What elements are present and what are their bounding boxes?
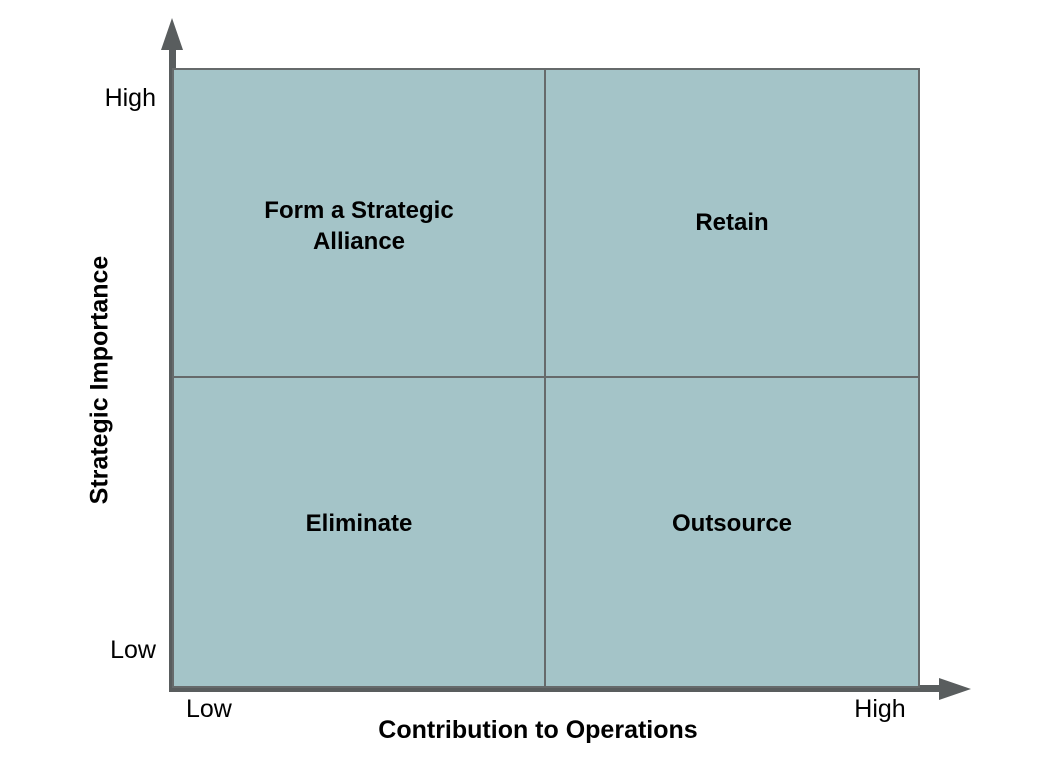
x-axis-tick-high: High (854, 695, 906, 723)
y-axis-tick-high: High (104, 84, 156, 112)
quadrant-matrix: Form a Strategic Alliance Retain Elimina… (172, 68, 920, 688)
quadrant-top-right: Retain (546, 70, 918, 378)
x-axis-title: Contribution to Operations (378, 716, 698, 744)
y-axis-title: Strategic Importance (85, 255, 114, 505)
quadrant-label-form-strategic-alliance: Form a Strategic Alliance (264, 197, 454, 255)
quadrant-label-eliminate: Eliminate (305, 509, 413, 537)
quadrant-label-retain: Retain (695, 208, 769, 236)
y-axis-arrow-up-icon (161, 18, 183, 50)
x-axis-line (169, 685, 941, 692)
quadrant-label-outsource: Outsource (671, 509, 793, 537)
y-axis-tick-low: Low (110, 636, 156, 664)
x-axis-arrow-right-icon (939, 678, 971, 700)
quadrant-bottom-left: Eliminate (174, 378, 546, 686)
quadrant-top-left: Form a Strategic Alliance (174, 70, 546, 378)
quadrant-bottom-right: Outsource (546, 378, 918, 686)
x-axis-tick-low: Low (186, 695, 232, 723)
